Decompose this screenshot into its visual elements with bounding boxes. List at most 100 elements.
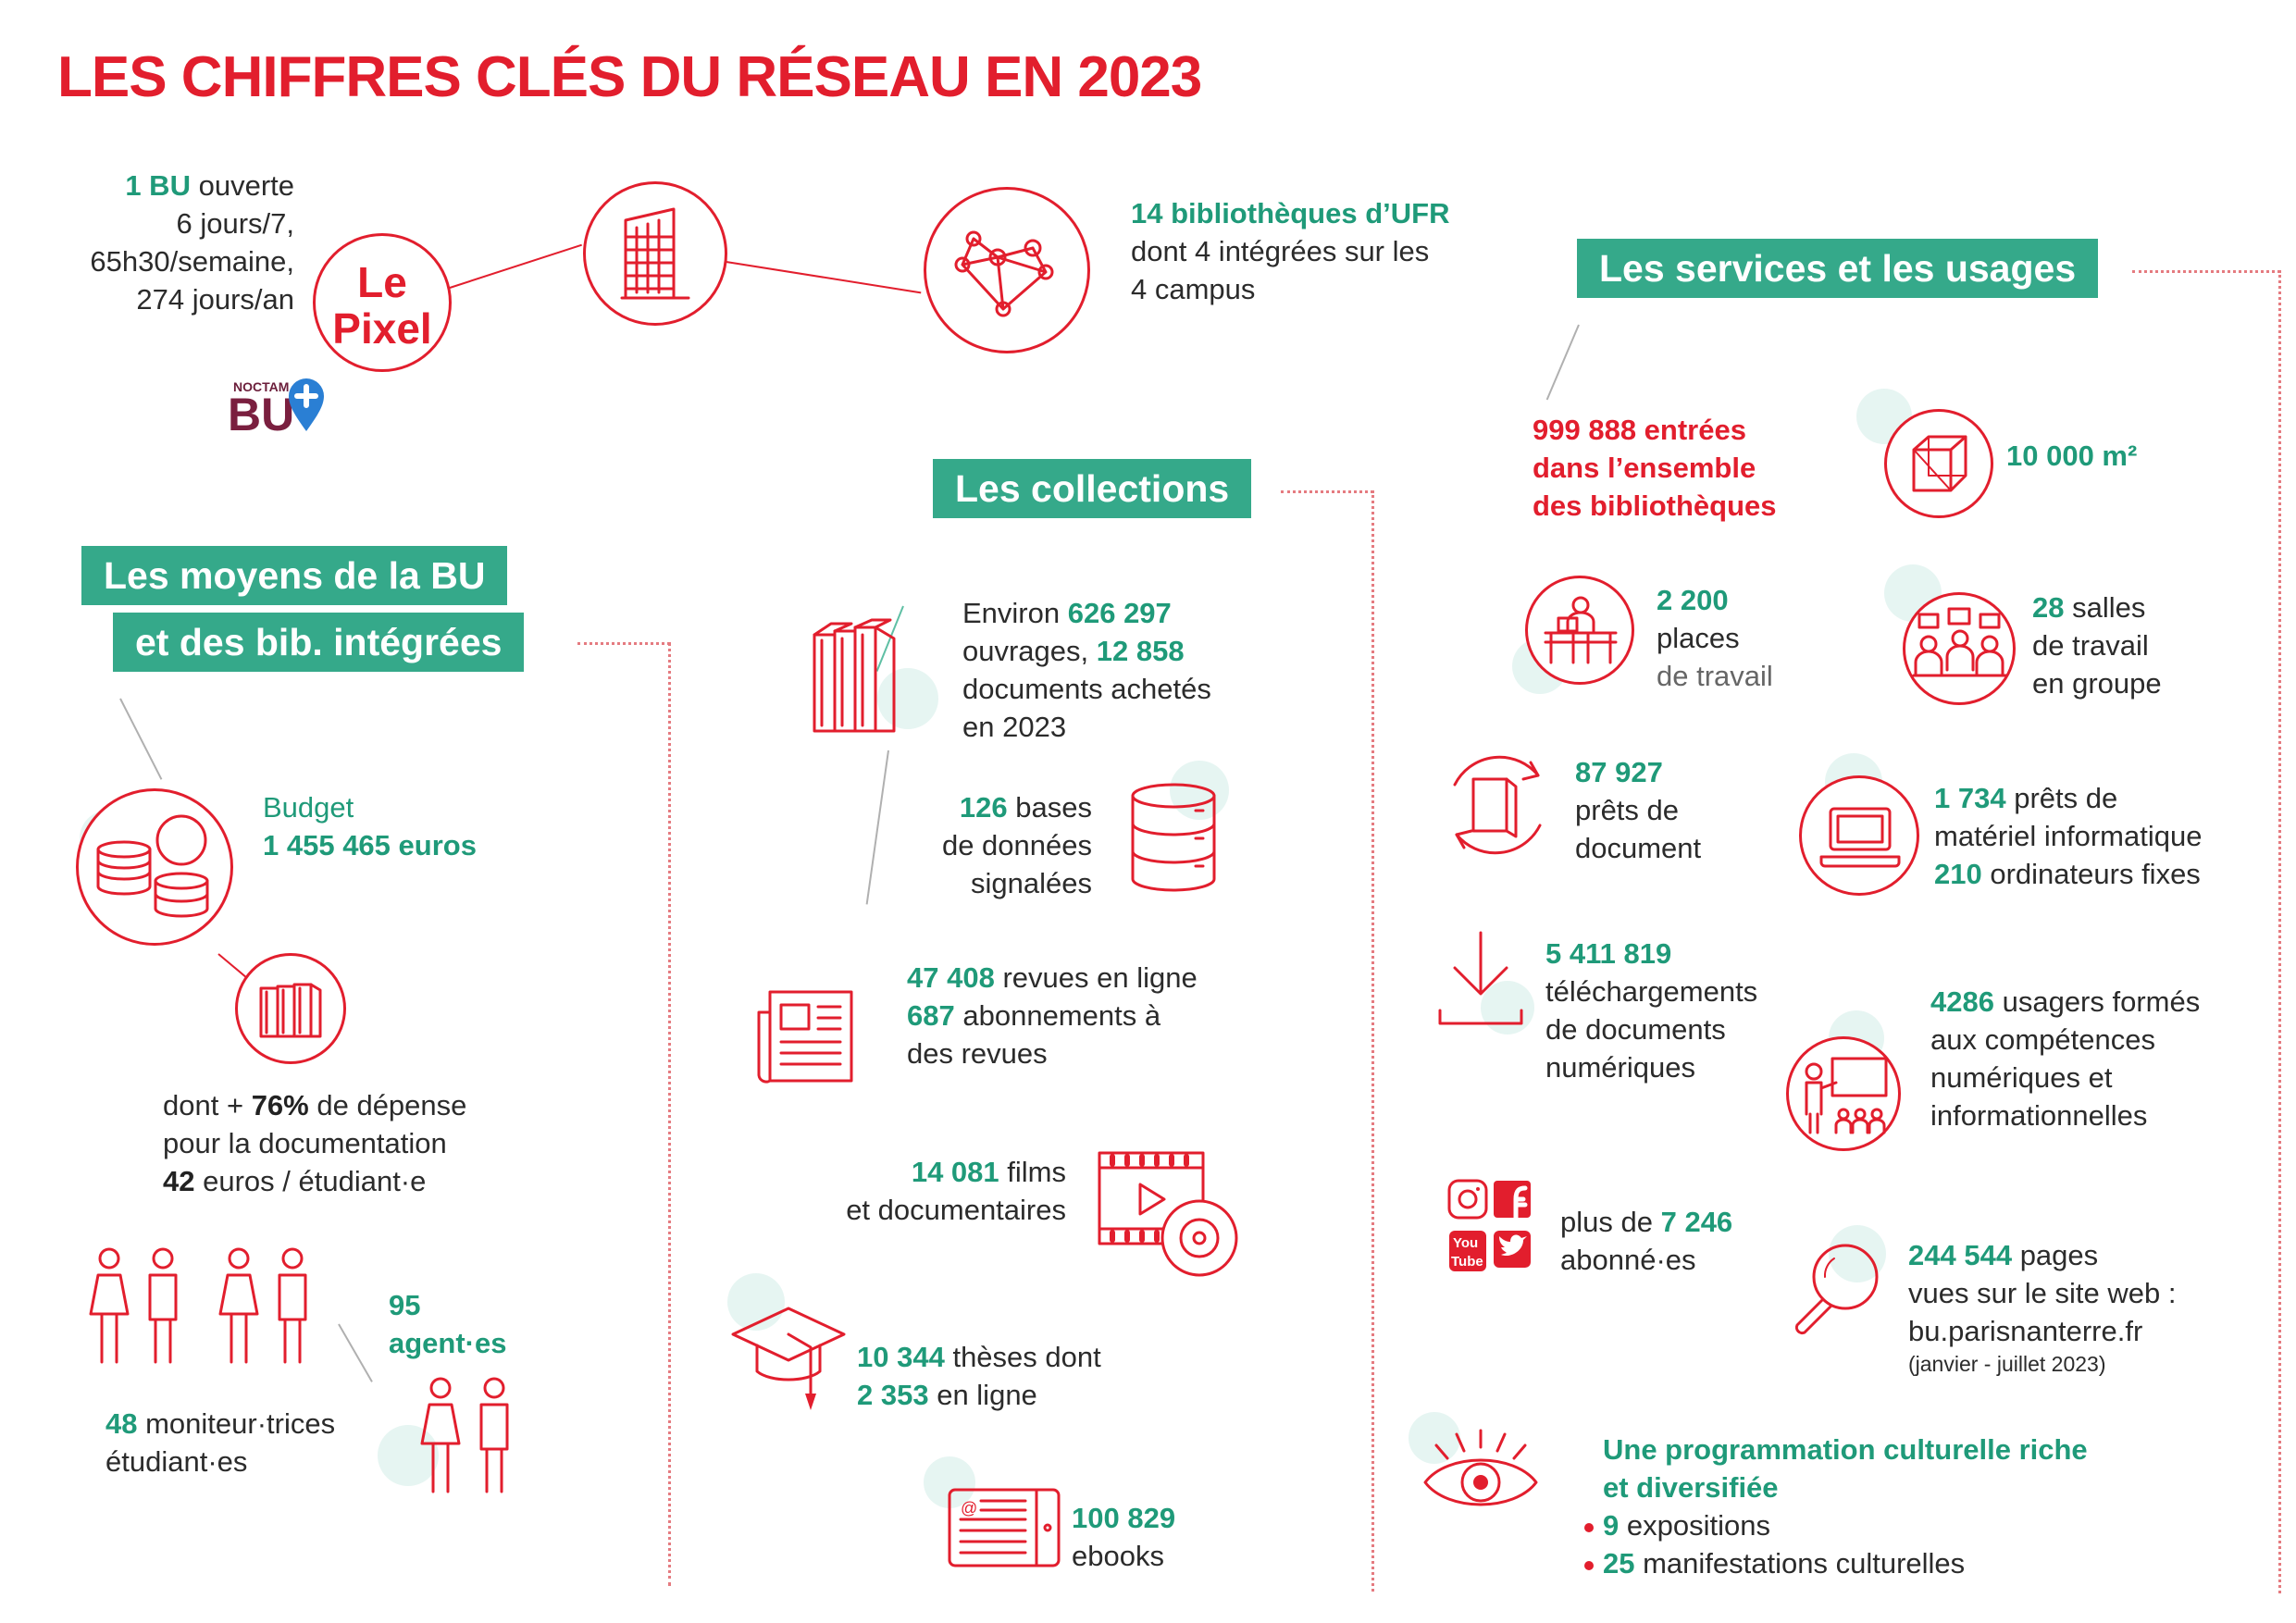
- website-link[interactable]: bu.parisnanterre.fr: [1908, 1315, 2143, 1347]
- revues-value: 47 408: [907, 961, 995, 994]
- graduation-cap-icon: [731, 1307, 846, 1410]
- pixel-logo-ring: [313, 233, 452, 372]
- ebooks-block: 100 829 ebooks: [1072, 1499, 1175, 1575]
- per-student-value: 42: [163, 1165, 195, 1197]
- svg-text:@: @: [961, 1499, 977, 1518]
- doc-spend-block: dont + 76% de dépense pour la documentat…: [163, 1089, 467, 1197]
- budget-value: 1 455 465 euros: [263, 829, 477, 861]
- people-icon: [420, 1377, 509, 1493]
- desk-icon: [1544, 596, 1618, 664]
- svg-text:Tube: Tube: [1451, 1254, 1483, 1270]
- books-icon: [259, 983, 322, 1038]
- ouvrages-block: Environ 626 297 ouvrages, 12 858 documen…: [962, 597, 1211, 743]
- coins-icon-ring: [76, 788, 233, 946]
- entrees-value: 999 888 entrées: [1533, 414, 1746, 446]
- building-icon-ring: [583, 181, 727, 326]
- pixel-logo: Le Pixel: [332, 258, 432, 353]
- noctam-bu-logo: NOCTAM BU: [228, 372, 329, 446]
- theses-block: 10 344 thèses dont 2 353 en ligne: [857, 1341, 1101, 1411]
- decor-blob: [378, 1425, 439, 1486]
- building-icon: [620, 207, 690, 300]
- coins-icon: [96, 814, 209, 918]
- bu-hours-block: 1 BU ouverte 6 jours/7, 65h30/semaine, 2…: [90, 169, 294, 316]
- divider: [1281, 490, 1373, 493]
- divider: [1371, 490, 1374, 1592]
- decor-blob: [1481, 981, 1534, 1035]
- book-cycle-icon: [1453, 755, 1542, 855]
- books-icon: [813, 618, 896, 733]
- decor-blob: [727, 1273, 785, 1331]
- decor-blob: [877, 668, 938, 729]
- agents-block: 95 agent·es: [389, 1286, 506, 1362]
- culture-item: 9 expositions: [1584, 1506, 2088, 1544]
- prets-block: 87 927 prêts de document: [1575, 753, 1701, 867]
- theses-online-value: 2 353: [857, 1379, 929, 1411]
- divider: [668, 642, 671, 1586]
- people-icon: [89, 1247, 307, 1364]
- decor-blob: [1409, 1412, 1460, 1464]
- connector-line: [865, 750, 889, 905]
- connector-line: [338, 1323, 373, 1382]
- bullet-icon: [1584, 1560, 1594, 1570]
- materiel-block: 1 734 prêts de matériel informatique 210…: [1934, 782, 2203, 890]
- connector-line: [449, 243, 582, 289]
- group-icon: [1912, 607, 2008, 677]
- salles-block: 28 salles de travail en groupe: [2032, 591, 2162, 700]
- abos-value: 687: [907, 999, 955, 1032]
- pages-block: 244 544 pages vues sur le site web : bu.…: [1908, 1239, 2177, 1376]
- doc-percent: 76%: [251, 1089, 309, 1121]
- cube-icon-ring: [1884, 409, 1993, 518]
- budget-label: Budget: [263, 791, 354, 824]
- divider: [2132, 270, 2280, 273]
- moniteurs-block: 48 moniteur·trices étudiant·es: [105, 1407, 336, 1478]
- cube-icon: [1912, 435, 1967, 492]
- ufr-block: 14 bibliothèques d’UFR dont 4 intégrées …: [1131, 194, 1449, 308]
- agents-label: agent·es: [389, 1327, 507, 1359]
- bases-block: 126 bases de données signalées: [941, 791, 1092, 899]
- banner-collections: Les collections: [933, 459, 1252, 518]
- eye-icon: [1423, 1429, 1538, 1506]
- connector-line: [119, 698, 163, 780]
- ordis-value: 210: [1934, 858, 1982, 890]
- bullet-icon: [1584, 1522, 1594, 1532]
- pages-value: 244 544: [1908, 1239, 2013, 1271]
- ufr-count: 14 bibliothèques d’UFR: [1131, 197, 1450, 229]
- ebook-icon: @: [948, 1488, 1061, 1567]
- desk-icon-ring: [1525, 576, 1634, 685]
- page-title: LES CHIFFRES CLÉS DU RÉSEAU EN 2023: [57, 45, 1202, 109]
- materiel-value: 1 734: [1934, 782, 2006, 814]
- films-block: 14 081 films et documentaires: [846, 1156, 1066, 1226]
- banner-services: Les services et les usages: [1577, 239, 2099, 298]
- ebooks-value: 100 829: [1072, 1502, 1176, 1534]
- connector-line: [1545, 324, 1580, 401]
- divider: [2278, 270, 2281, 1593]
- moniteurs-value: 48: [105, 1407, 138, 1440]
- places-block: 2 200 places de travail: [1657, 581, 1773, 695]
- magnifier-icon: [1794, 1244, 1879, 1335]
- svg-text:You: You: [1453, 1235, 1478, 1251]
- agents-value: 95: [389, 1289, 421, 1321]
- telech-block: 5 411 819 téléchargements de documents n…: [1545, 935, 1757, 1086]
- abonnes-value: 7 246: [1660, 1206, 1733, 1238]
- surface-value: 10 000 m²: [2006, 440, 2138, 472]
- revues-block: 47 408 revues en ligne 687 abonnements à…: [907, 961, 1198, 1070]
- banner-moyens-line1: Les moyens de la BU: [81, 546, 508, 605]
- bu-count: 1 BU: [125, 169, 191, 202]
- films-value: 14 081: [911, 1156, 999, 1188]
- bases-value: 126: [959, 791, 1008, 824]
- network-icon: [954, 230, 1054, 317]
- budget-block: Budget 1 455 465 euros: [263, 788, 477, 864]
- theses-value: 10 344: [857, 1341, 945, 1373]
- film-icon: [1098, 1151, 1238, 1277]
- laptop-icon-ring: [1799, 775, 1919, 896]
- network-icon-ring: [924, 187, 1090, 353]
- ouvrages-value: 626 297: [1067, 597, 1172, 629]
- database-icon: [1131, 783, 1216, 892]
- newspaper-icon: [757, 990, 853, 1084]
- places-value: 2 200: [1657, 584, 1729, 616]
- download-icon: [1438, 931, 1523, 1025]
- formes-block: 4286 usagers formés aux compétences numé…: [1930, 985, 2201, 1132]
- banner-moyens-line2: et des bib. intégrées: [113, 613, 525, 672]
- entrees-block: 999 888 entrées dans l’ensemble des bibl…: [1533, 411, 1777, 525]
- map-pin-plus-icon: [289, 378, 324, 431]
